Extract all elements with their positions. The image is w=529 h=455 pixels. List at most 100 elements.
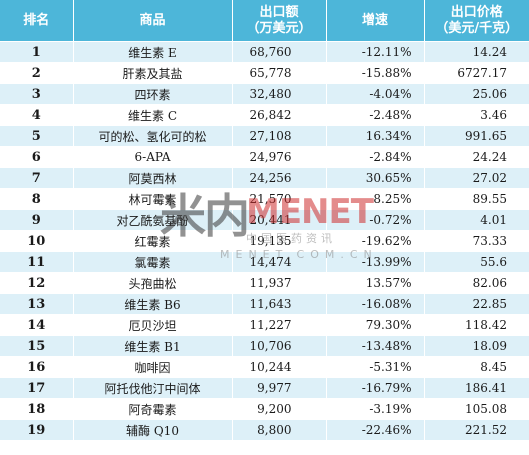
header-export-price-unit: （美元/千克） (435, 20, 519, 36)
header-product: 商品 (73, 0, 233, 42)
rank-cell: 3 (0, 83, 74, 105)
table-row: 11 氯霉素 14,474 -13.99% 55.6 (0, 251, 529, 273)
rank-cell: 7 (0, 167, 74, 189)
product-cell: 维生素 C (73, 104, 233, 126)
export-value-cell: 10,244 (232, 356, 327, 378)
header-export-price-title: 出口价格 (450, 4, 503, 20)
export-price-cell: 55.6 (424, 251, 529, 273)
rank-cell: 9 (0, 209, 74, 231)
rank-cell: 13 (0, 293, 74, 315)
rank-cell: 2 (0, 62, 74, 84)
export-price-cell: 6727.17 (424, 62, 529, 84)
product-cell: 阿莫西林 (73, 167, 233, 189)
export-price-cell: 25.06 (424, 83, 529, 105)
table-row: 1 维生素 E 68,760 -12.11% 14.24 (0, 41, 529, 63)
product-cell: 维生素 B6 (73, 293, 233, 315)
table-header-row: 排名 商品 出口额 （万美元） 增速 出口价格 （美元/千克） (0, 0, 529, 42)
export-value-cell: 8,800 (232, 419, 327, 440)
growth-cell: -22.46% (326, 419, 425, 440)
export-price-cell: 14.24 (424, 41, 529, 63)
rank-cell: 8 (0, 188, 74, 210)
product-cell: 6-APA (73, 146, 233, 168)
table-row: 18 阿奇霉素 9,200 -3.19% 105.08 (0, 398, 529, 420)
rank-cell: 10 (0, 230, 74, 252)
export-value-cell: 27,108 (232, 125, 327, 147)
export-value-cell: 11,643 (232, 293, 327, 315)
table-row: 9 对乙酰氨基酚 20,441 -0.72% 4.01 (0, 209, 529, 231)
table-body: 1 维生素 E 68,760 -12.11% 14.24 2 肝素及其盐 65,778 -15.… (0, 41, 529, 440)
product-cell: 厄贝沙坦 (73, 314, 233, 336)
growth-cell: -16.79% (326, 377, 425, 399)
product-cell: 辅酶 Q10 (73, 419, 233, 440)
table-row: 2 肝素及其盐 65,778 -15.88% 6727.17 (0, 62, 529, 84)
export-value-cell: 9,200 (232, 398, 327, 420)
header-export-value-title: 出口额 (259, 4, 299, 20)
rank-cell: 19 (0, 419, 74, 440)
rank-cell: 1 (0, 41, 74, 63)
product-cell: 对乙酰氨基酚 (73, 209, 233, 231)
rank-cell: 5 (0, 125, 74, 147)
export-price-cell: 105.08 (424, 398, 529, 420)
export-price-cell: 82.06 (424, 272, 529, 294)
product-cell: 林可霉素 (73, 188, 233, 210)
growth-cell: 8.25% (326, 188, 425, 210)
export-price-cell: 991.65 (424, 125, 529, 147)
export-price-cell: 8.45 (424, 356, 529, 378)
product-cell: 咖啡因 (73, 356, 233, 378)
table-row: 19 辅酶 Q10 8,800 -22.46% 221.52 (0, 419, 529, 440)
export-value-cell: 9,977 (232, 377, 327, 399)
growth-cell: -3.19% (326, 398, 425, 420)
table-row: 8 林可霉素 21,570 8.25% 89.55 (0, 188, 529, 210)
export-price-cell: 89.55 (424, 188, 529, 210)
table-row: 6 6-APA 24,976 -2.84% 24.24 (0, 146, 529, 168)
rank-cell: 18 (0, 398, 74, 420)
table-row: 4 维生素 C 26,842 -2.48% 3.46 (0, 104, 529, 126)
export-value-cell: 20,441 (232, 209, 327, 231)
rank-cell: 12 (0, 272, 74, 294)
export-value-cell: 26,842 (232, 104, 327, 126)
export-price-cell: 186.41 (424, 377, 529, 399)
product-cell: 头孢曲松 (73, 272, 233, 294)
header-growth: 增速 (326, 0, 425, 42)
rank-cell: 14 (0, 314, 74, 336)
table-row: 14 厄贝沙坦 11,227 79.30% 118.42 (0, 314, 529, 336)
rank-cell: 11 (0, 251, 74, 273)
table-row: 5 可的松、氢化可的松 27,108 16.34% 991.65 (0, 125, 529, 147)
growth-cell: -16.08% (326, 293, 425, 315)
growth-cell: 30.65% (326, 167, 425, 189)
growth-cell: -5.31% (326, 356, 425, 378)
growth-cell: -12.11% (326, 41, 425, 63)
export-price-cell: 22.85 (424, 293, 529, 315)
header-export-value-unit: （万美元） (246, 20, 312, 36)
table-row: 17 阿托伐他汀中间体 9,977 -16.79% 186.41 (0, 377, 529, 399)
growth-cell: -2.48% (326, 104, 425, 126)
growth-cell: 16.34% (326, 125, 425, 147)
product-cell: 肝素及其盐 (73, 62, 233, 84)
table-row: 7 阿莫西林 24,256 30.65% 27.02 (0, 167, 529, 189)
rank-cell: 16 (0, 356, 74, 378)
export-value-cell: 19,135 (232, 230, 327, 252)
export-value-cell: 11,227 (232, 314, 327, 336)
growth-cell: -15.88% (326, 62, 425, 84)
header-export-value: 出口额 （万美元） (232, 0, 327, 42)
export-value-cell: 65,778 (232, 62, 327, 84)
product-cell: 红霉素 (73, 230, 233, 252)
export-value-cell: 68,760 (232, 41, 327, 63)
growth-cell: -13.48% (326, 335, 425, 357)
product-cell: 维生素 B1 (73, 335, 233, 357)
product-cell: 四环素 (73, 83, 233, 105)
growth-cell: -13.99% (326, 251, 425, 273)
product-cell: 阿托伐他汀中间体 (73, 377, 233, 399)
table-row: 12 头孢曲松 11,937 13.57% 82.06 (0, 272, 529, 294)
growth-cell: -2.84% (326, 146, 425, 168)
export-price-cell: 18.09 (424, 335, 529, 357)
export-value-cell: 32,480 (232, 83, 327, 105)
export-price-cell: 73.33 (424, 230, 529, 252)
rank-cell: 17 (0, 377, 74, 399)
export-value-cell: 10,706 (232, 335, 327, 357)
product-cell: 氯霉素 (73, 251, 233, 273)
product-cell: 可的松、氢化可的松 (73, 125, 233, 147)
table-row: 3 四环素 32,480 -4.04% 25.06 (0, 83, 529, 105)
growth-cell: -4.04% (326, 83, 425, 105)
